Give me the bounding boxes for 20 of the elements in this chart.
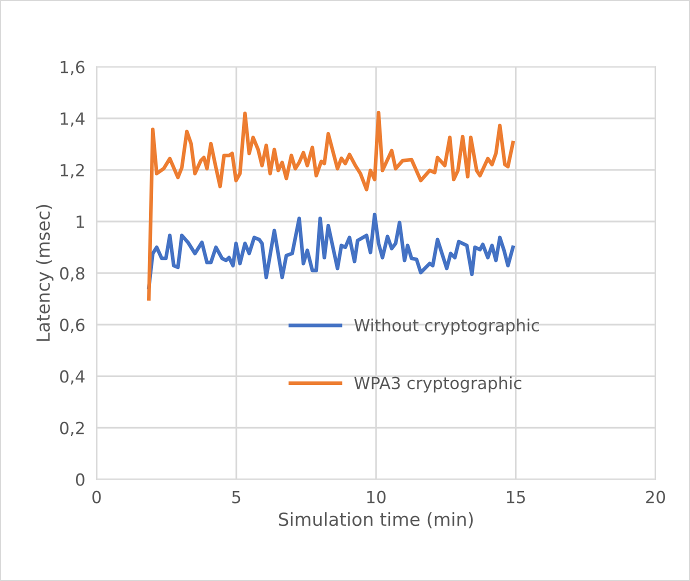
x-axis-title: Simulation time (min) xyxy=(278,512,473,528)
legend-label: Without cryptographic xyxy=(354,318,539,335)
y-tick-label: 1,4 xyxy=(60,112,85,127)
x-tick-label: 0 xyxy=(92,490,101,504)
y-tick-label: 0,2 xyxy=(60,422,84,436)
line-series xyxy=(147,212,515,290)
x-tick-label: 10 xyxy=(367,490,386,504)
y-axis-title: Latency (msec) xyxy=(36,205,54,341)
y-tick-label: 0,6 xyxy=(60,318,84,333)
x-tick-label: 5 xyxy=(232,490,240,504)
line-series xyxy=(147,110,515,301)
legend-label: WPA3 cryptographic xyxy=(354,376,522,393)
y-tick-label: 1,6 xyxy=(60,60,84,76)
y-tick-label: 0,4 xyxy=(60,370,85,384)
y-tick-label: 1,2 xyxy=(60,164,84,178)
x-tick-label: 20 xyxy=(646,490,665,504)
x-tick-label: 15 xyxy=(507,490,525,504)
y-tick-label: 0 xyxy=(76,473,84,486)
y-tick-label: 1 xyxy=(76,216,84,228)
y-tick-label: 0,8 xyxy=(60,267,84,282)
